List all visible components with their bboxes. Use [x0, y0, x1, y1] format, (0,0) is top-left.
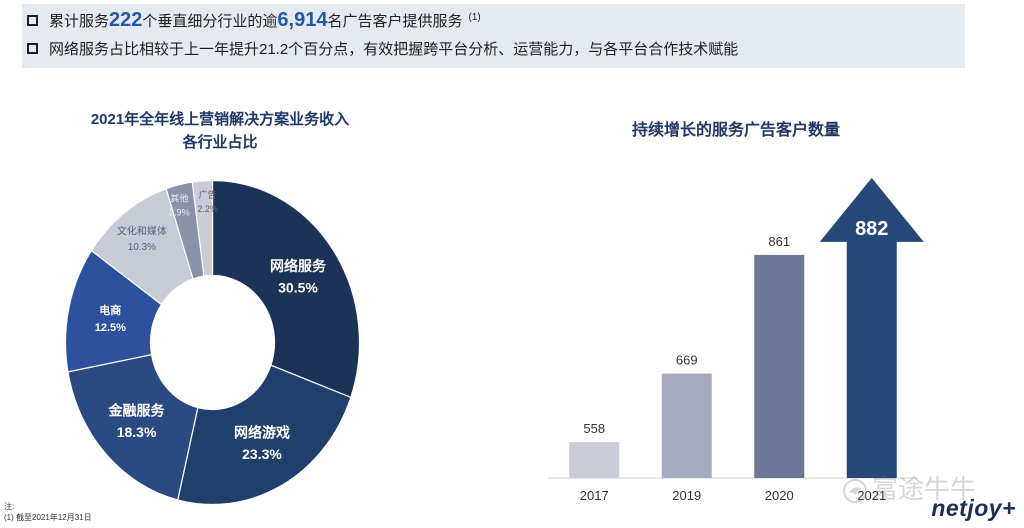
bar-value-label: 558 — [583, 421, 605, 436]
bar-2019 — [661, 373, 712, 478]
bar-chart-title: 持续增长的服务广告客户数量 — [631, 122, 840, 139]
bar-2020 — [754, 254, 805, 478]
donut-slice-value: 30.5% — [278, 280, 318, 296]
bar-2021-arrow — [819, 177, 924, 478]
donut-slice-name: 其他 — [170, 193, 188, 204]
bullet-square-icon — [27, 42, 38, 54]
donut-slice-percent: 2.2 — [197, 204, 210, 214]
bullet-text: 网络服务占比相较于上一年提升21.2个百分点，有效把握跨平台分析、运营能力，与各… — [49, 41, 739, 58]
x-tick-label: 2019 — [672, 488, 701, 503]
donut-slice-name: 文化和媒体 — [117, 225, 167, 238]
footnote: 注: (1) 截至2021年12月31日 — [4, 501, 92, 523]
x-tick-label: 2017 — [580, 488, 609, 503]
donut-slices — [64, 179, 361, 506]
donut-slice-name: 网络游戏 — [234, 425, 290, 441]
donut-slice-unit: % — [182, 207, 190, 217]
donut-slice-unit: % — [144, 424, 157, 440]
bullet-square-icon — [27, 14, 38, 26]
donut-slice-7 — [191, 179, 214, 277]
highlight-number-clients: 6,914 — [277, 9, 328, 31]
footnote-label: 注: — [4, 502, 15, 511]
donut-slice-unit: % — [147, 242, 156, 253]
donut-slice-value: 10.3% — [128, 242, 156, 253]
donut-slice-2 — [177, 364, 352, 506]
donut-slice-name: 电商 — [99, 303, 121, 317]
x-tick-label: 2021 — [857, 488, 886, 503]
bar-value-label: 882 — [855, 218, 888, 240]
summary-banner: 累计服务222个垂直细分行业的逾6,914名广告客户提供服务 (1) 网络服务占比… — [22, 4, 965, 68]
donut-slice-value: 18.3% — [117, 424, 157, 440]
donut-slice-percent: 12.5 — [95, 322, 116, 334]
industry-share-donut-chart: 网络服务 30.5% 网络游戏 23.3% 金融服务 18.3% 电商 12.5% 文化和媒体 1… — [64, 179, 361, 506]
summary-bullet-1: 累计服务222个垂直细分行业的逾6,914名广告客户提供服务 (1) — [27, 6, 481, 34]
donut-slice-name: 广告 — [199, 189, 217, 200]
donut-slice-unit: % — [116, 322, 126, 334]
donut-slice-percent: 2.9 — [169, 207, 182, 217]
donut-slice-percent: 18.3 — [117, 424, 144, 440]
futu-logo-icon — [843, 479, 867, 503]
bar-2017 — [569, 442, 620, 478]
donut-labels: 网络服务 30.5% 网络游戏 23.3% 金融服务 18.3% 电商 12.5% 文化和媒体 1… — [95, 189, 327, 462]
donut-slice-value: 23.3% — [242, 446, 282, 462]
donut-chart-title-line-1: 2021年全年线上营销解决方案业务收入 — [90, 111, 350, 128]
summary-bullet-2: 网络服务占比相较于上一年提升21.2个百分点，有效把握跨平台分析、运营能力，与各… — [27, 36, 738, 64]
x-tick-label: 2020 — [765, 488, 794, 503]
donut-slice-percent: 10.3 — [128, 242, 148, 253]
bar-value-label: 861 — [768, 234, 790, 249]
highlight-number-industries: 222 — [109, 9, 143, 31]
donut-slice-unit: % — [269, 446, 282, 462]
donut-slice-3 — [67, 353, 199, 501]
donut-slice-name: 金融服务 — [108, 402, 166, 418]
bar-value-label: 669 — [676, 353, 698, 368]
watermark-text: 富途牛牛 — [872, 474, 977, 504]
bullet-text-middle: 个垂直细分行业的逾 — [142, 13, 278, 30]
footnote-text: (1) 截至2021年12月31日 — [4, 513, 92, 522]
donut-slice-percent: 23.3 — [242, 446, 269, 462]
donut-slice-value: 2.9% — [169, 207, 190, 217]
client-count-bar-chart: 558 2017 669 2019 861 2020 882 2021 — [548, 177, 924, 503]
donut-slice-name: 网络服务 — [270, 258, 327, 274]
bullet-text-after: 名广告客户提供服务 — [327, 13, 463, 30]
donut-slice-unit: % — [210, 204, 218, 214]
donut-chart-title-line-2: 各行业占比 — [182, 134, 258, 151]
netjoy-logo: netjoy+ — [931, 495, 1016, 521]
donut-slice-value: 2.2% — [197, 204, 218, 214]
footnote-reference: (1) — [468, 12, 481, 23]
donut-slice-percent: 30.5 — [278, 280, 305, 296]
donut-slice-1 — [211, 179, 361, 399]
donut-slice-unit: % — [305, 280, 318, 296]
donut-slice-value: 12.5% — [95, 322, 126, 334]
bullet-text-before: 累计服务 — [49, 13, 110, 30]
